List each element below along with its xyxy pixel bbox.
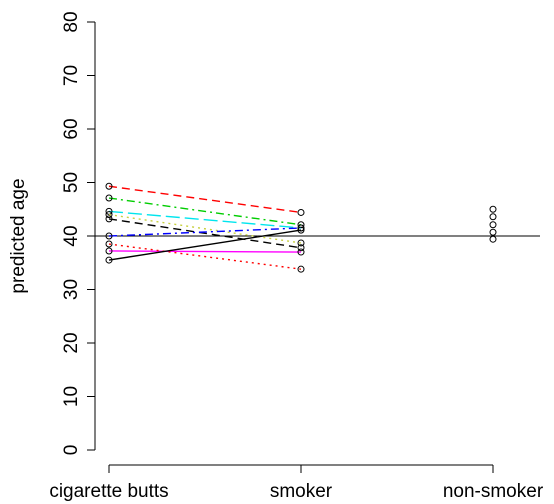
y-tick-label: 70 [61, 65, 82, 86]
point [489, 213, 497, 221]
point [105, 194, 113, 202]
point [105, 182, 113, 190]
point [297, 248, 305, 256]
y-tick-label: 50 [61, 172, 82, 193]
y-axis-label: predicted age [8, 178, 29, 293]
series-line [108, 218, 302, 249]
y-tick-label: 80 [61, 11, 82, 32]
series-line [108, 213, 302, 244]
point [297, 244, 305, 252]
point [489, 235, 497, 243]
series-line [108, 243, 302, 270]
point [489, 221, 497, 229]
series-line [108, 227, 302, 237]
y-tick-label: 40 [61, 225, 82, 246]
point [297, 224, 305, 232]
point [297, 239, 305, 247]
point [105, 215, 113, 223]
series-line [108, 250, 302, 253]
point [105, 232, 113, 240]
series-line [108, 197, 302, 226]
point [297, 226, 305, 234]
x-tick-label: smoker [270, 481, 333, 502]
series-line [108, 210, 302, 229]
point [105, 256, 113, 264]
point [489, 205, 497, 213]
point [105, 207, 113, 215]
point [489, 228, 497, 236]
y-tick-label: 30 [61, 279, 82, 300]
point [105, 247, 113, 255]
series-line [108, 185, 302, 214]
x-tick-label: non-smoker [443, 481, 544, 502]
x-tick-label: cigarette butts [49, 481, 168, 502]
y-tick-label: 20 [61, 332, 82, 353]
y-tick-label: 0 [61, 445, 82, 456]
point [105, 240, 113, 248]
point [105, 211, 113, 219]
point [297, 265, 305, 273]
y-tick-label: 60 [61, 118, 82, 139]
point [297, 208, 305, 216]
series-line [108, 229, 302, 261]
y-tick-label: 10 [61, 386, 82, 407]
